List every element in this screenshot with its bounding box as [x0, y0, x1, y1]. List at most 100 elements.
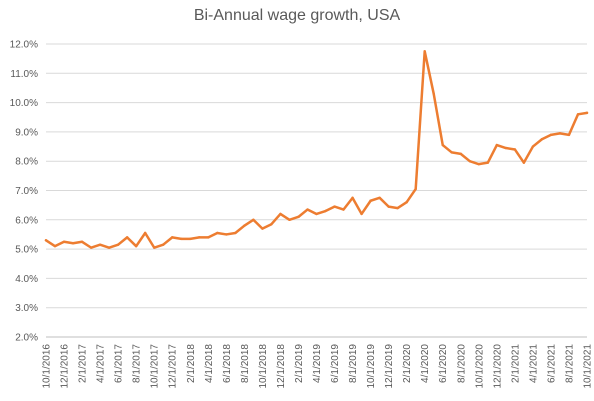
series-line: [44, 50, 589, 249]
data-point: [414, 187, 417, 191]
data-point: [549, 133, 553, 137]
x-tick-label: 8/1/2021: [564, 344, 575, 383]
y-tick-label: 12.0%: [10, 40, 38, 51]
x-tick-label: 2/1/2017: [78, 344, 89, 383]
chart-title: Bi-Annual wage growth, USA: [193, 7, 401, 24]
x-tick-label: 8/1/2017: [132, 344, 143, 383]
y-tick-label: 9.0%: [15, 127, 38, 138]
data-point: [567, 133, 571, 137]
x-tick-label: 2/1/2019: [294, 344, 305, 383]
data-point: [576, 113, 580, 116]
x-tick-label: 12/1/2020: [492, 344, 503, 389]
y-tick-label: 7.0%: [15, 186, 38, 197]
x-tick-label: 4/1/2017: [96, 344, 107, 383]
data-point: [441, 143, 444, 147]
x-tick-label: 12/1/2016: [60, 344, 71, 389]
data-point: [558, 132, 562, 135]
x-tick-label: 10/1/2020: [474, 344, 485, 389]
data-point: [53, 244, 57, 248]
data-point: [243, 224, 246, 227]
x-tick-label: 10/1/2018: [258, 344, 269, 389]
data-point: [279, 212, 282, 216]
data-point: [387, 205, 390, 208]
data-point: [189, 237, 192, 241]
x-tick-label: 8/1/2019: [348, 344, 359, 383]
x-tick-label: 2/1/2020: [402, 344, 413, 383]
series-points: [44, 50, 589, 249]
data-point: [171, 236, 174, 239]
data-point: [306, 208, 309, 211]
x-tick-label: 8/1/2018: [240, 344, 251, 383]
data-point: [198, 236, 201, 239]
y-tick-label: 2.0%: [15, 333, 38, 344]
y-tick-label: 3.0%: [15, 303, 38, 314]
x-axis-tick-labels: 10/1/2016 12/1/2016 2/1/2017 4/1/2017 6/1/20…: [42, 344, 594, 389]
data-point: [216, 231, 219, 235]
data-point: [44, 239, 48, 242]
data-point: [342, 208, 345, 211]
x-tick-label: 10/1/2017: [150, 344, 161, 389]
y-tick-label: 6.0%: [15, 215, 38, 226]
data-point: [261, 227, 264, 230]
data-point: [252, 218, 255, 221]
x-tick-label: 4/1/2020: [420, 344, 431, 383]
data-point: [71, 242, 75, 245]
data-point: [360, 212, 363, 216]
x-tick-label: 10/1/2021: [583, 344, 594, 389]
y-axis-tick-labels: 2.0% 3.0% 4.0% 5.0% 6.0% 7.0% 8.0% 9.0% 10.0% 11.…: [10, 40, 38, 344]
data-point: [369, 199, 372, 202]
data-point: [143, 231, 147, 235]
x-tick-label: 6/1/2017: [114, 344, 125, 383]
data-point: [270, 222, 273, 226]
data-point: [297, 215, 300, 219]
data-point: [351, 196, 354, 200]
data-point: [468, 160, 471, 163]
y-tick-label: 11.0%: [10, 69, 38, 80]
x-tick-label: 4/1/2018: [204, 344, 215, 383]
data-point: [107, 246, 111, 249]
data-point: [207, 236, 210, 239]
x-tick-label: 6/1/2019: [330, 344, 341, 383]
x-tick-label: 12/1/2018: [276, 344, 287, 389]
data-point: [333, 205, 336, 208]
data-point: [378, 196, 381, 200]
x-tick-label: 8/1/2020: [456, 344, 467, 383]
data-point: [234, 231, 237, 235]
data-point: [405, 201, 408, 204]
data-point: [459, 152, 462, 156]
data-point: [162, 243, 165, 246]
x-tick-label: 4/1/2021: [528, 344, 539, 383]
x-tick-label: 6/1/2020: [438, 344, 449, 383]
data-point: [125, 236, 129, 239]
data-point: [585, 111, 589, 115]
x-tick-label: 10/1/2016: [42, 344, 53, 389]
data-point: [80, 240, 84, 243]
data-point: [62, 240, 66, 243]
data-point: [89, 246, 93, 249]
data-point: [477, 162, 480, 166]
data-point: [450, 151, 453, 154]
data-point: [324, 209, 327, 213]
data-point: [116, 243, 120, 246]
data-point: [288, 218, 291, 221]
data-point: [540, 138, 544, 141]
x-tick-label: 12/1/2017: [168, 344, 179, 389]
data-point: [423, 50, 426, 53]
y-tick-label: 8.0%: [15, 157, 38, 168]
x-tick-label: 4/1/2019: [312, 344, 323, 383]
data-point: [315, 212, 318, 216]
y-tick-label: 4.0%: [15, 274, 38, 285]
gridlines: [46, 43, 587, 338]
data-point: [396, 206, 399, 210]
data-point: [134, 244, 138, 248]
data-point: [153, 246, 156, 249]
data-point: [513, 148, 517, 151]
data-point: [98, 243, 102, 246]
data-point: [486, 161, 490, 164]
x-tick-label: 2/1/2018: [186, 344, 197, 383]
x-tick-label: 6/1/2021: [546, 344, 557, 383]
data-point: [180, 237, 183, 241]
data-point: [495, 143, 499, 147]
data-point: [531, 145, 535, 148]
